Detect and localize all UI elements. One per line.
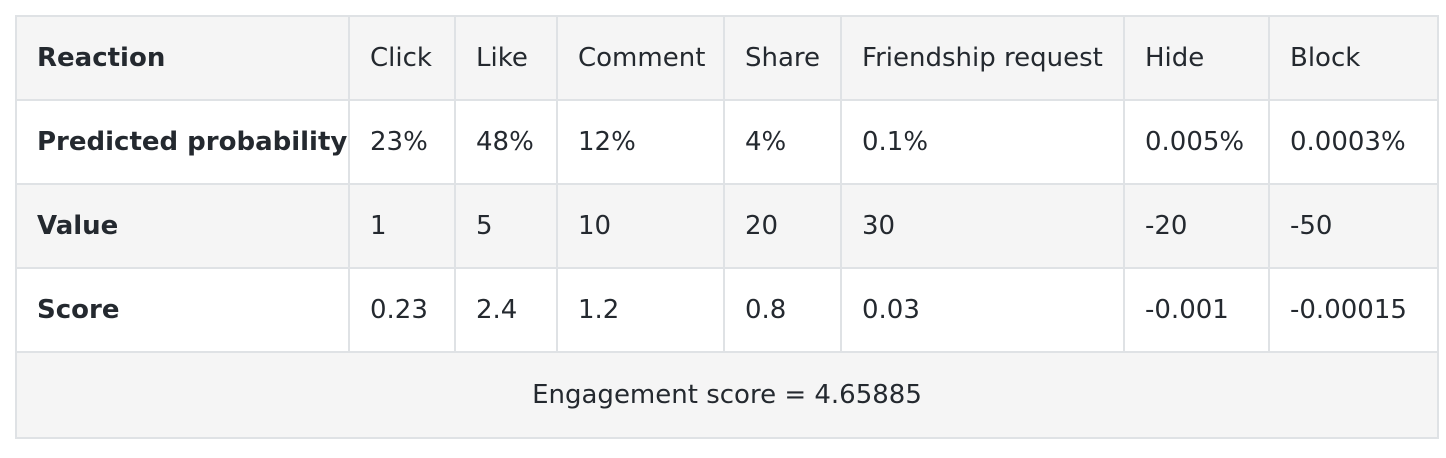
table-cell: -20 [1123,183,1270,269]
table-cell: 0.23 [348,267,456,353]
table-row-value: Value 1 5 10 20 30 -20 -50 [15,183,1439,269]
table-cell: 23% [348,99,456,185]
table-cell: 30 [840,183,1125,269]
table-cell: 0.005% [1123,99,1270,185]
column-header-friendship-request: Friendship request [840,15,1125,101]
table-cell: -50 [1268,183,1439,269]
table-cell: 10 [556,183,725,269]
table-row-score: Score 0.23 2.4 1.2 0.8 0.03 -0.001 -0.00… [15,267,1439,353]
table-cell: -0.00015 [1268,267,1439,353]
table-cell: 0.03 [840,267,1125,353]
column-header-like: Like [454,15,558,101]
engagement-score-total: Engagement score = 4.65885 [15,351,1439,439]
table-cell: 20 [723,183,842,269]
table-cell: 1.2 [556,267,725,353]
column-header-share: Share [723,15,842,101]
table-cell: 0.1% [840,99,1125,185]
column-header-block: Block [1268,15,1439,101]
row-label-predicted-probability: Predicted probability [15,99,350,185]
header-row: Reaction Click Like Comment Share Friend… [15,15,1439,101]
column-header-click: Click [348,15,456,101]
reaction-row-label: Reaction [15,15,350,101]
table-cell: 4% [723,99,842,185]
table-cell: 48% [454,99,558,185]
engagement-table-container: Reaction Click Like Comment Share Friend… [15,15,1439,439]
table-cell: 12% [556,99,725,185]
row-label-value: Value [15,183,350,269]
column-header-comment: Comment [556,15,725,101]
table-cell: 2.4 [454,267,558,353]
row-label-score: Score [15,267,350,353]
column-header-hide: Hide [1123,15,1270,101]
table-row-predicted-probability: Predicted probability 23% 48% 12% 4% 0.1… [15,99,1439,185]
table-cell: 0.0003% [1268,99,1439,185]
table-cell: 5 [454,183,558,269]
table-cell: -0.001 [1123,267,1270,353]
table-row-total: Engagement score = 4.65885 [15,351,1439,439]
engagement-score-table: Reaction Click Like Comment Share Friend… [15,15,1439,439]
table-cell: 1 [348,183,456,269]
table-cell: 0.8 [723,267,842,353]
